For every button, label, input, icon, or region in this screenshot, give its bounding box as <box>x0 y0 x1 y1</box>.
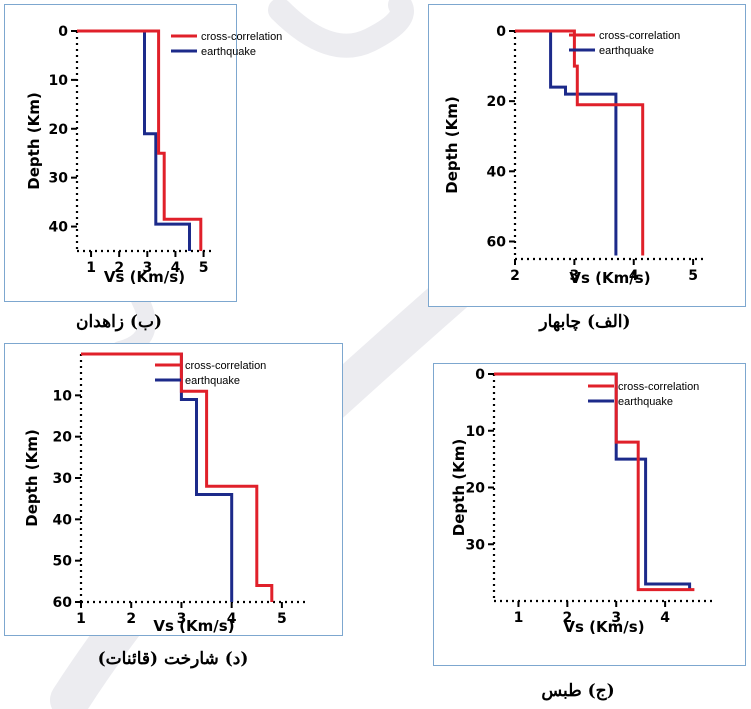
caption-zahedan: (ب) زاهدان <box>75 312 163 332</box>
chart-panel-tabas: 0 10 20 30 1 2 3 4 Vs (Km/s) Depth (Km) cross-corr… <box>433 363 746 666</box>
y-tick-label: 10 <box>49 73 69 89</box>
x-tick-label: 3 <box>142 260 152 276</box>
legend-label-earthquake: earthquake <box>599 45 654 57</box>
watermark-stroke <box>268 0 414 58</box>
x-tick-label: 5 <box>277 611 287 627</box>
series-line-cross-correlation <box>81 352 274 602</box>
x-axis-label: Vs (Km/s) <box>569 269 650 287</box>
y-tick-label: 10 <box>53 388 73 404</box>
chart-zahedan: 0 10 20 30 40 1 2 3 4 5 Vs (Km/s) Depth (Km) cross-c… <box>25 24 282 286</box>
x-tick-label: 3 <box>570 268 580 284</box>
y-axis-label: Depth (Km) <box>443 96 461 193</box>
x-tick-label: 1 <box>76 611 86 627</box>
y-tick-label: 40 <box>487 164 507 180</box>
legend-label-cross-correlation: cross-correlation <box>201 31 282 43</box>
y-tick-label: 40 <box>53 512 73 528</box>
caption-tabas: (ج) طبس <box>541 681 615 701</box>
x-tick-label: 1 <box>514 610 524 626</box>
x-tick-label: 3 <box>177 611 187 627</box>
chart-panel-zahedan: 0 10 20 30 40 1 2 3 4 5 Vs (Km/s) Depth (Km) cross-c… <box>4 4 282 302</box>
x-axis-label: Vs (Km/s) <box>104 268 185 286</box>
chart-chabahar: 0 20 40 60 2 3 4 5 Vs (Km/s) Depth (Km) cross-corr… <box>443 24 705 287</box>
y-axis-label: Depth (Km) <box>450 439 468 536</box>
y-tick-label: 20 <box>487 94 507 110</box>
y-tick-label: 60 <box>53 595 73 611</box>
x-tick-label: 2 <box>114 260 124 276</box>
x-tick-label: 4 <box>629 268 639 284</box>
chart-shahrokht: 10 20 30 40 50 601 2 3 4 5 Vs (Km/s) Depth (Km) cros… <box>23 352 307 635</box>
x-tick-label: 4 <box>660 610 670 626</box>
y-tick-label: 40 <box>49 220 69 236</box>
y-tick-label: 0 <box>58 24 68 40</box>
y-tick-label: 10 <box>466 424 486 440</box>
y-axis-label: Depth (Km) <box>23 429 41 526</box>
legend-label-earthquake: earthquake <box>201 46 256 58</box>
series-line-cross-correlation <box>515 29 645 256</box>
series-line-earthquake <box>81 352 234 602</box>
chart-panel-shahrokht: 10 20 30 40 50 60 1 2 3 4 5 Vs (Km/s) Depth (Km) cros… <box>4 343 343 636</box>
y-tick-label: 20 <box>49 122 69 138</box>
y-tick-label: 20 <box>466 481 486 497</box>
x-tick-label: 5 <box>199 260 209 276</box>
x-tick-label: 4 <box>227 611 237 627</box>
x-tick-label: 3 <box>611 610 621 626</box>
series-line-cross-correlation <box>494 372 695 592</box>
legend-label-earthquake: earthquake <box>185 375 240 387</box>
y-tick-label: 20 <box>53 430 73 446</box>
x-tick-label: 4 <box>171 260 181 276</box>
x-tick-label: 2 <box>126 611 136 627</box>
y-tick-label: 30 <box>53 471 73 487</box>
caption-chabahar: (الف) چابهار <box>539 312 631 332</box>
legend-label-earthquake: earthquake <box>618 396 673 408</box>
x-tick-label: 2 <box>562 610 572 626</box>
y-tick-label: 50 <box>53 554 73 570</box>
chart-panel-chabahar: 0 20 40 60 2 3 4 5 Vs (Km/s) Depth (Km) cross-corr… <box>428 4 746 307</box>
x-tick-label: 5 <box>688 268 698 284</box>
y-tick-label: 0 <box>496 24 506 40</box>
legend-label-cross-correlation: cross-correlation <box>185 360 266 372</box>
series-line-earthquake <box>515 29 618 256</box>
y-tick-label: 60 <box>487 234 507 250</box>
series-line-cross-correlation <box>77 29 203 251</box>
y-tick-label: 0 <box>475 367 485 383</box>
legend-label-cross-correlation: cross-correlation <box>618 381 699 393</box>
caption-shahrokht: (د) شارخت (قائنات) <box>97 649 249 669</box>
y-axis-label: Depth (Km) <box>25 92 43 189</box>
legend-label-cross-correlation: cross-correlation <box>599 30 680 42</box>
y-tick-label: 30 <box>49 171 69 187</box>
x-axis-label: Vs (Km/s) <box>153 617 234 635</box>
x-axis-label: Vs (Km/s) <box>563 618 644 636</box>
x-tick-label: 2 <box>510 268 520 284</box>
y-tick-label: 30 <box>466 537 486 553</box>
x-tick-label: 1 <box>86 260 96 276</box>
chart-tabas: 0 10 20 30 1 2 3 4 Vs (Km/s) Depth (Km) cross-corr… <box>450 367 714 636</box>
